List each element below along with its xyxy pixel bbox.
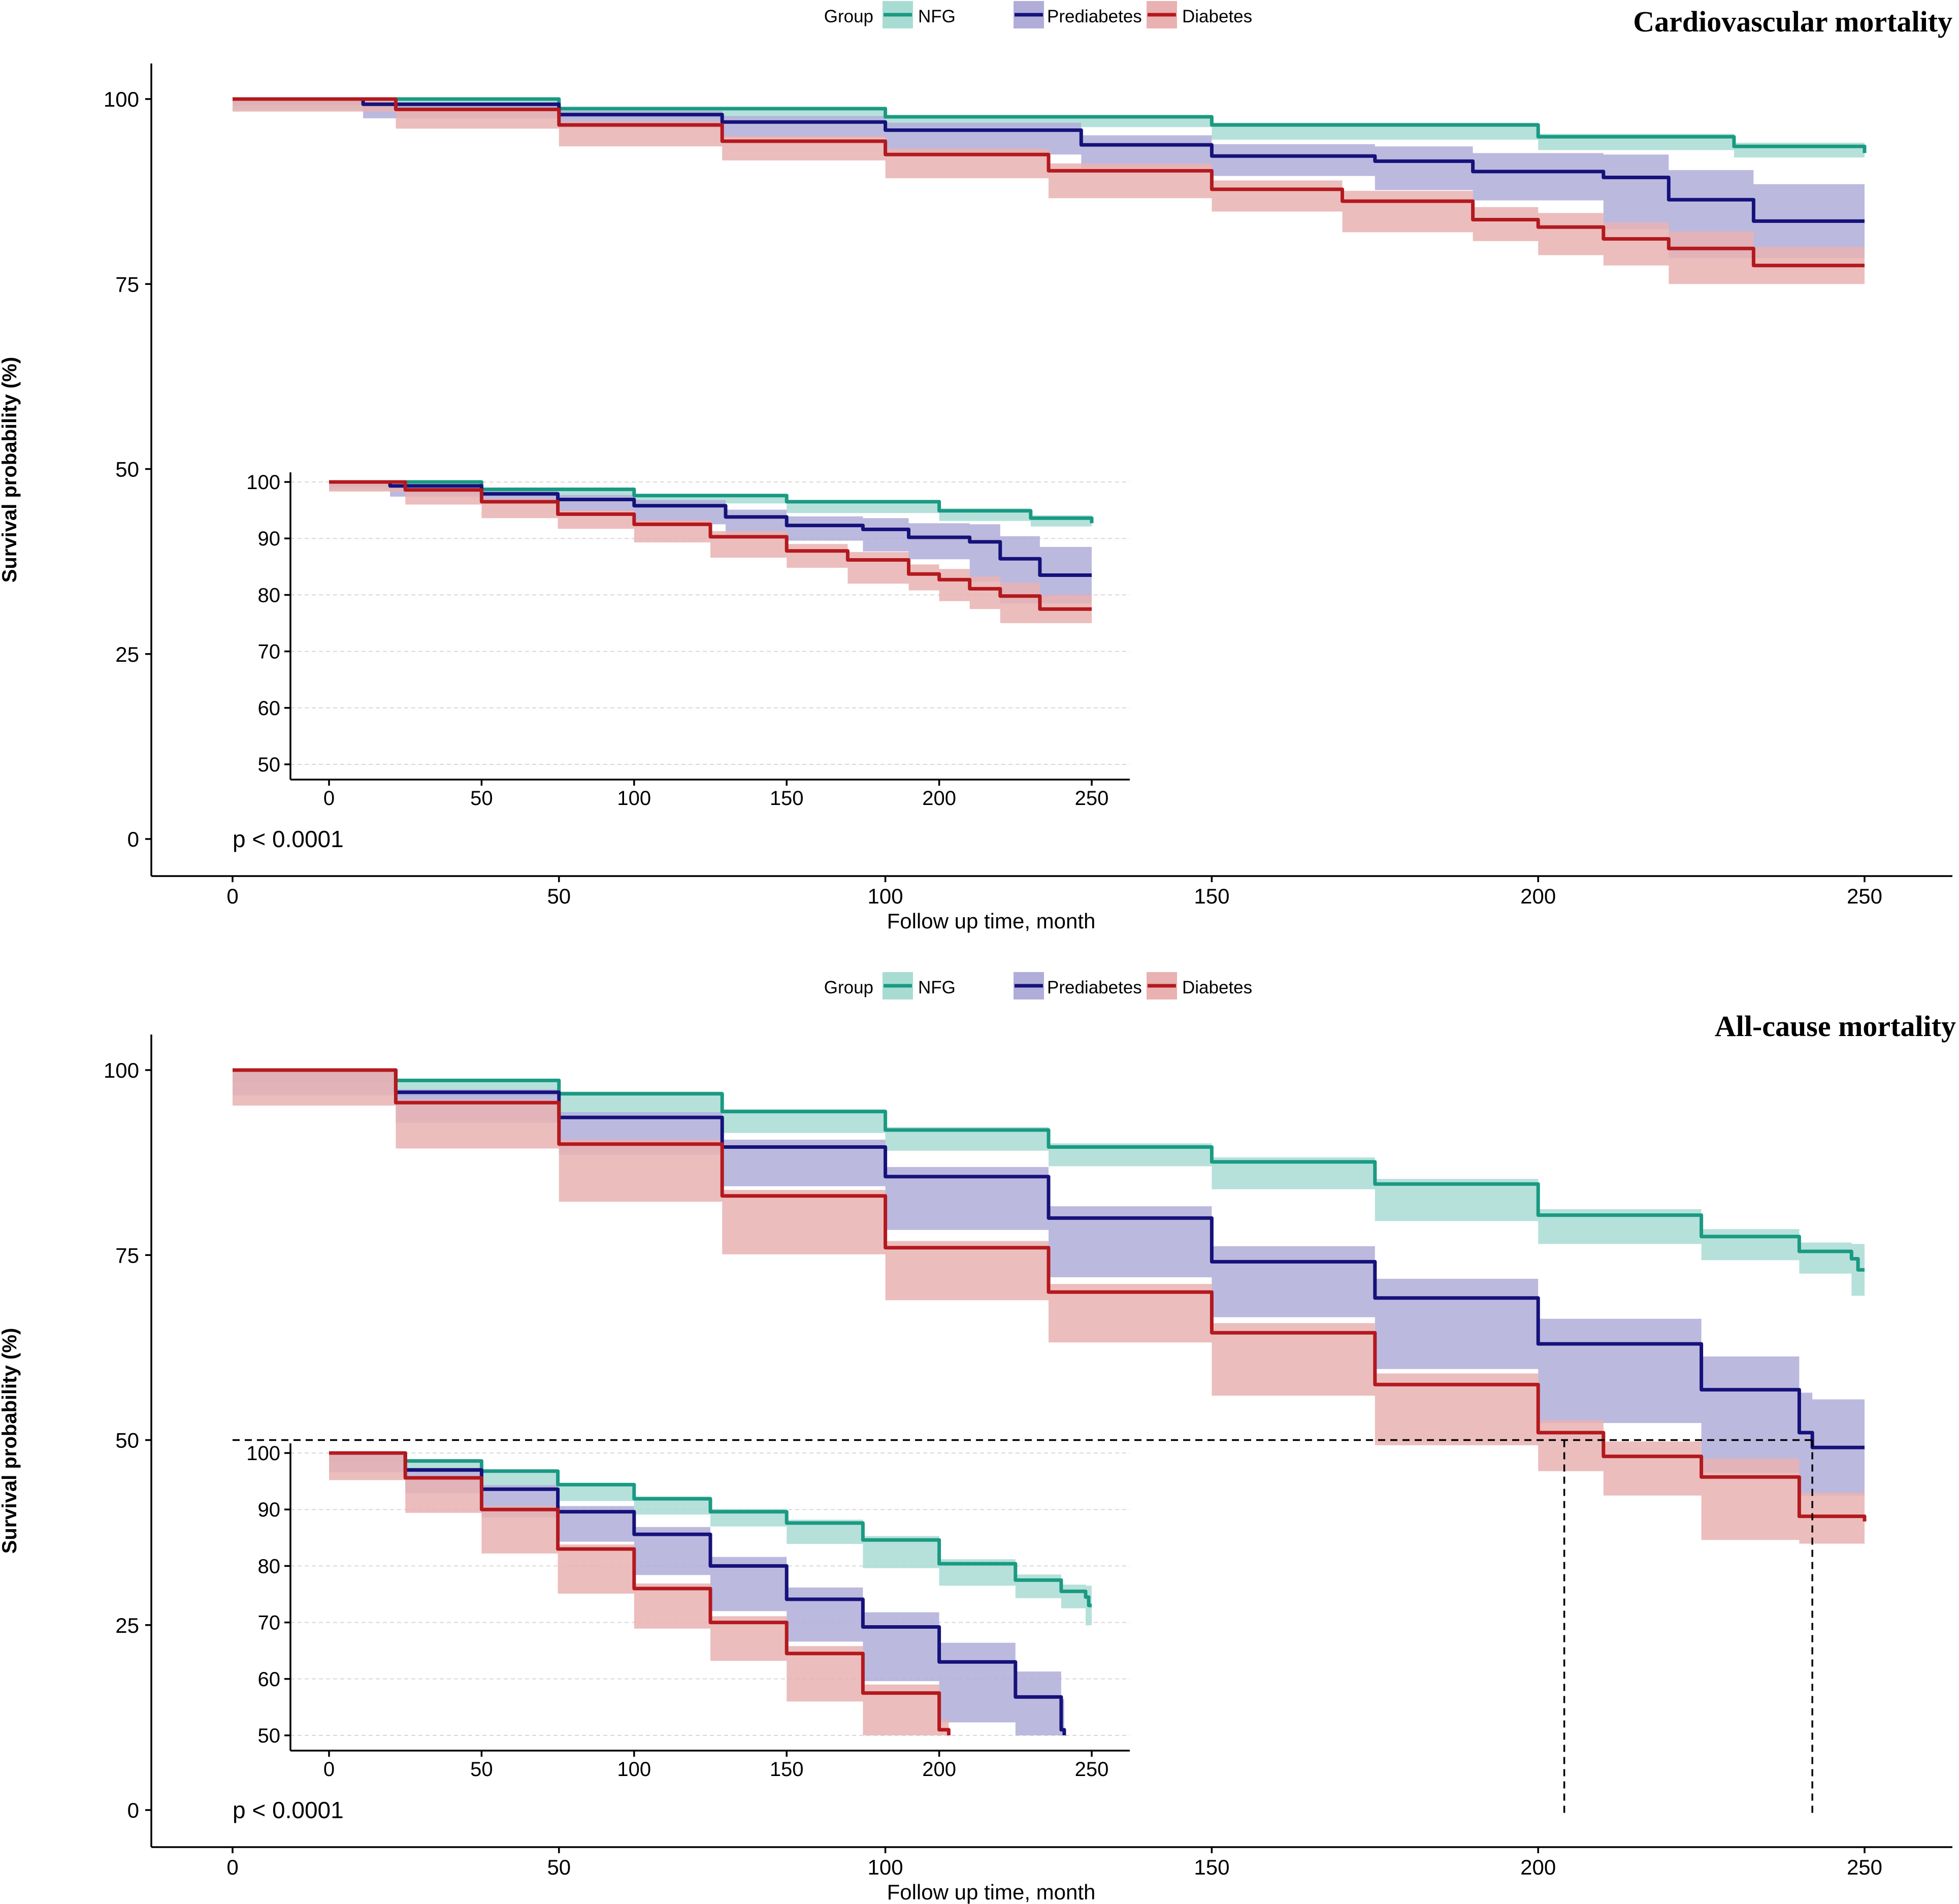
inset-y-tick-label: 90 <box>258 1499 281 1521</box>
inset-x-tick-label: 250 <box>1075 787 1109 810</box>
inset-x-ticks: 0 50 100 150 200 250 <box>323 780 1109 810</box>
inset-y-tick-label: 80 <box>258 584 281 606</box>
legend-label-nfg: NFG <box>918 7 956 26</box>
confidence-band-diabetes <box>329 1453 949 1735</box>
legend-label-prediabetes: Prediabetes <box>1047 978 1142 997</box>
x-tick-label: 100 <box>868 1855 903 1879</box>
confidence-band-diabetes <box>233 99 1865 284</box>
main-confidence-bands <box>233 99 1865 284</box>
inset-x-ticks: 0 50 100 150 200 250 <box>323 1751 1109 1781</box>
panel-title: Cardiovascular mortality <box>1633 5 1952 38</box>
legend-label-nfg: NFG <box>918 978 956 997</box>
inset-x-tick-label: 50 <box>470 1758 493 1781</box>
inset-plot: 50 60 70 80 90 100 0 50 100 150 200 250 <box>246 1442 1130 1781</box>
inset-x-tick-label: 200 <box>922 787 956 810</box>
survival-line-diabetes <box>329 480 1092 611</box>
y-tick-label: 0 <box>127 1798 139 1822</box>
survival-line-nfg <box>233 1068 1865 1272</box>
median-survival-reference-lines <box>233 1439 1813 1818</box>
y-tick-label: 100 <box>104 1058 139 1082</box>
main-x-ticks: 0 50 100 150 200 250 <box>226 876 1882 908</box>
inset-y-ticks: 50 60 70 80 90 100 <box>246 471 290 776</box>
inset-y-tick-label: 60 <box>258 697 281 720</box>
x-tick-label: 150 <box>1194 1855 1229 1879</box>
legend-label-prediabetes: Prediabetes <box>1047 7 1142 26</box>
inset-y-tick-label: 100 <box>246 471 280 494</box>
main-survival-lines <box>233 1068 1867 1522</box>
confidence-band-prediabetes <box>329 1453 1064 1735</box>
panel-title: All-cause mortality <box>1715 1010 1956 1043</box>
main-x-ticks: 0 50 100 150 200 250 <box>226 1847 1882 1879</box>
x-tick-label: 200 <box>1520 884 1556 908</box>
survival-line-diabetes <box>329 1451 951 1735</box>
inset-x-tick-label: 250 <box>1075 1758 1109 1781</box>
inset-x-tick-label: 150 <box>770 1758 804 1781</box>
y-tick-label: 75 <box>115 1243 139 1267</box>
survival-line-diabetes <box>233 97 1865 268</box>
inset-y-tick-label: 50 <box>258 754 281 776</box>
x-tick-label: 50 <box>547 884 571 908</box>
inset-y-tick-label: 60 <box>258 1668 281 1691</box>
inset-x-tick-label: 50 <box>470 787 493 810</box>
panel-cardiovascular: Cardiovascular mortality Group NFG Predi… <box>0 1 1952 933</box>
inset-x-tick-label: 0 <box>323 787 335 810</box>
inset-y-tick-label: 70 <box>258 1612 281 1634</box>
panel-all-cause: All-cause mortality Group NFG Prediabete… <box>0 972 1956 1904</box>
y-tick-label: 50 <box>115 458 139 481</box>
inset-y-tick-label: 100 <box>246 1442 280 1465</box>
x-tick-label: 0 <box>226 884 238 908</box>
x-tick-label: 150 <box>1194 884 1229 908</box>
x-tick-label: 0 <box>226 1855 238 1879</box>
y-tick-label: 50 <box>115 1429 139 1453</box>
main-survival-lines <box>233 97 1867 268</box>
legend-title: Group <box>824 978 873 997</box>
x-tick-label: 50 <box>547 1855 571 1879</box>
legend: Group NFG Prediabetes Diabetes <box>824 972 1252 999</box>
inset-x-tick-label: 150 <box>770 787 804 810</box>
x-tick-label: 200 <box>1520 1855 1556 1879</box>
inset-y-tick-label: 50 <box>258 1725 281 1747</box>
legend-label-diabetes: Diabetes <box>1182 978 1252 997</box>
y-tick-label: 100 <box>104 87 139 111</box>
x-tick-label: 250 <box>1847 1855 1882 1879</box>
y-tick-label: 25 <box>115 1613 139 1637</box>
survival-line-diabetes <box>233 1068 1867 1522</box>
x-axis-title: Follow up time, month <box>887 1880 1096 1904</box>
inset-survival-lines <box>329 480 1094 611</box>
inset-y-tick-label: 80 <box>258 1555 281 1577</box>
p-value: p < 0.0001 <box>233 1797 344 1823</box>
legend-title: Group <box>824 7 873 26</box>
confidence-band-diabetes <box>233 1070 1865 1544</box>
main-y-ticks: 0 25 50 75 100 <box>104 87 151 851</box>
inset-y-tick-label: 70 <box>258 641 281 663</box>
legend-label-diabetes: Diabetes <box>1182 7 1252 26</box>
legend: Group NFG Prediabetes Diabetes <box>824 1 1252 28</box>
inset-plot: 50 60 70 80 90 100 0 50 100 150 200 250 <box>246 471 1130 810</box>
y-tick-label: 0 <box>127 827 139 851</box>
inset-x-tick-label: 0 <box>323 1758 335 1781</box>
x-tick-label: 250 <box>1847 884 1882 908</box>
inset-y-tick-label: 90 <box>258 528 281 550</box>
y-tick-label: 75 <box>115 272 139 296</box>
inset-x-tick-label: 100 <box>617 1758 651 1781</box>
inset-confidence-bands <box>329 482 1092 623</box>
p-value: p < 0.0001 <box>233 826 344 852</box>
inset-x-tick-label: 100 <box>617 787 651 810</box>
inset-survival-lines <box>329 1451 1092 1735</box>
confidence-band-diabetes <box>329 482 1092 623</box>
y-axis-title: Survival probability (%) <box>0 357 21 583</box>
inset-x-tick-label: 200 <box>922 1758 956 1781</box>
x-axis-title: Follow up time, month <box>887 909 1096 933</box>
x-tick-label: 100 <box>868 884 903 908</box>
inset-y-ticks: 50 60 70 80 90 100 <box>246 1442 290 1747</box>
y-axis-title: Survival probability (%) <box>0 1328 21 1554</box>
y-tick-label: 25 <box>115 642 139 666</box>
main-y-ticks: 0 25 50 75 100 <box>104 1058 151 1822</box>
survival-line-nfg <box>329 1451 1092 1607</box>
